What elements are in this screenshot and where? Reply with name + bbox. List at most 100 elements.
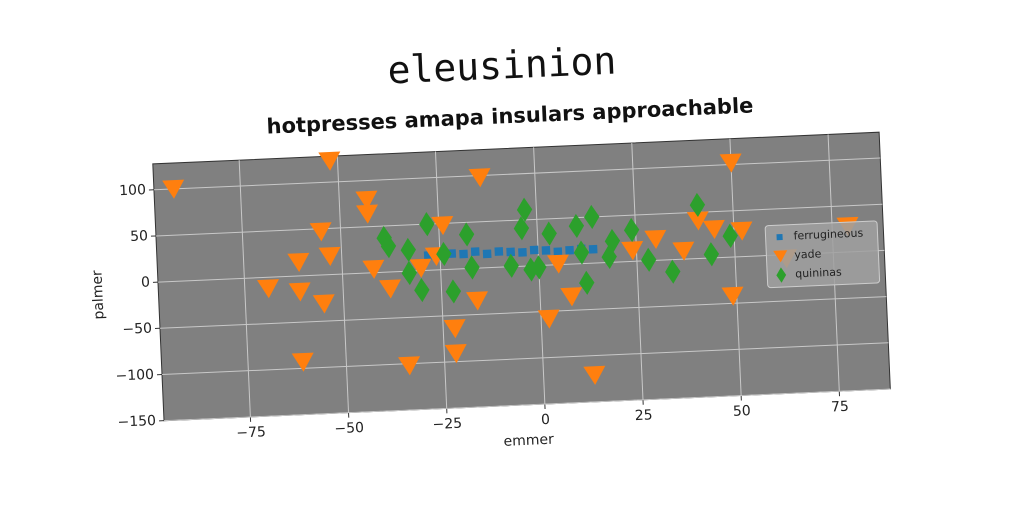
- plot-area: −75 −50 −25 0 25 50 75 −150 −100 −50 0 50 100 emmer pa…: [89, 131, 891, 450]
- x-tick-label: 25: [634, 407, 653, 424]
- marker: [730, 221, 753, 241]
- marker: [531, 255, 547, 280]
- x-tick-label: 0: [541, 412, 551, 428]
- legend-marker: [773, 250, 788, 263]
- marker: [419, 212, 435, 237]
- marker: [516, 197, 533, 222]
- grid-line: [238, 160, 251, 417]
- marker: [378, 279, 401, 299]
- marker: [601, 244, 617, 269]
- marker: [672, 241, 695, 261]
- marker: [523, 257, 539, 282]
- marker: [621, 241, 644, 261]
- marker: [288, 282, 311, 302]
- chart-subtitle: hotpresses amapa insulars approachable: [266, 93, 754, 138]
- x-tick-label: −25: [432, 416, 462, 433]
- marker: [309, 222, 332, 242]
- marker: [541, 221, 557, 246]
- x-tick-label: 75: [831, 399, 850, 416]
- marker: [443, 319, 466, 339]
- grid-line: [729, 138, 742, 396]
- marker: [318, 151, 341, 171]
- marker: [689, 192, 706, 217]
- marker: [409, 258, 432, 278]
- grid-line: [631, 142, 644, 400]
- y-axis-label: palmer: [89, 270, 107, 320]
- marker: [431, 216, 454, 236]
- marker: [573, 240, 590, 265]
- marker: [722, 223, 738, 248]
- marker: [506, 247, 516, 257]
- marker: [560, 287, 583, 307]
- marker: [719, 153, 742, 173]
- marker: [287, 252, 310, 272]
- x-tick-label: −75: [236, 424, 266, 441]
- y-tick-label: 100: [119, 182, 146, 199]
- marker: [458, 222, 475, 247]
- marker: [436, 241, 452, 267]
- marker: [584, 204, 600, 230]
- marker: [640, 247, 657, 272]
- marker: [541, 246, 551, 255]
- marker: [518, 247, 527, 257]
- marker: [721, 286, 744, 306]
- marker: [466, 291, 488, 311]
- marker: [568, 213, 585, 239]
- grid-line: [157, 249, 885, 283]
- legend-box: [764, 220, 881, 289]
- marker: [513, 216, 530, 241]
- marker: [318, 246, 341, 267]
- marker: [401, 260, 418, 286]
- chart-title: eleusinion: [387, 39, 617, 93]
- marker: [565, 245, 574, 255]
- legend-label: yade: [794, 247, 822, 261]
- legend-label: quininas: [795, 265, 842, 280]
- marker: [459, 249, 468, 259]
- marker: [380, 234, 397, 259]
- marker: [355, 190, 378, 210]
- y-tick-label: −50: [122, 321, 152, 338]
- legend-marker: [776, 267, 787, 283]
- marker: [579, 270, 595, 295]
- marker: [362, 259, 385, 279]
- marker: [162, 179, 185, 199]
- marker: [445, 279, 462, 304]
- marker: [398, 356, 421, 376]
- x-axis-label: emmer: [503, 432, 554, 450]
- marker: [686, 211, 709, 231]
- grid-line: [336, 155, 350, 413]
- marker: [482, 249, 492, 259]
- marker: [414, 277, 430, 303]
- grid-line: [161, 342, 889, 375]
- marker: [537, 309, 560, 329]
- marker: [494, 247, 504, 256]
- x-tick-label: −50: [334, 420, 364, 437]
- y-tick-label: 50: [130, 228, 149, 245]
- marker: [583, 365, 606, 385]
- y-tick-label: −150: [117, 413, 156, 431]
- marker: [604, 228, 621, 254]
- y-tick-label: −100: [115, 367, 154, 385]
- legend-marker: [776, 234, 783, 241]
- marker: [356, 204, 378, 224]
- grid-line: [159, 296, 887, 329]
- marker: [623, 217, 640, 243]
- marker: [400, 237, 416, 263]
- marker: [444, 344, 467, 364]
- marker: [470, 247, 480, 256]
- grid-line: [163, 388, 891, 422]
- marker: [553, 247, 563, 257]
- marker: [468, 168, 491, 188]
- marker: [529, 245, 539, 255]
- grid-line: [434, 151, 448, 409]
- grid-line: [153, 157, 881, 191]
- marker: [464, 255, 480, 280]
- marker: [588, 244, 598, 254]
- marker: [702, 219, 725, 240]
- marker: [644, 229, 667, 250]
- marker: [291, 352, 314, 372]
- x-tick-label: 50: [733, 403, 752, 420]
- marker: [503, 253, 519, 278]
